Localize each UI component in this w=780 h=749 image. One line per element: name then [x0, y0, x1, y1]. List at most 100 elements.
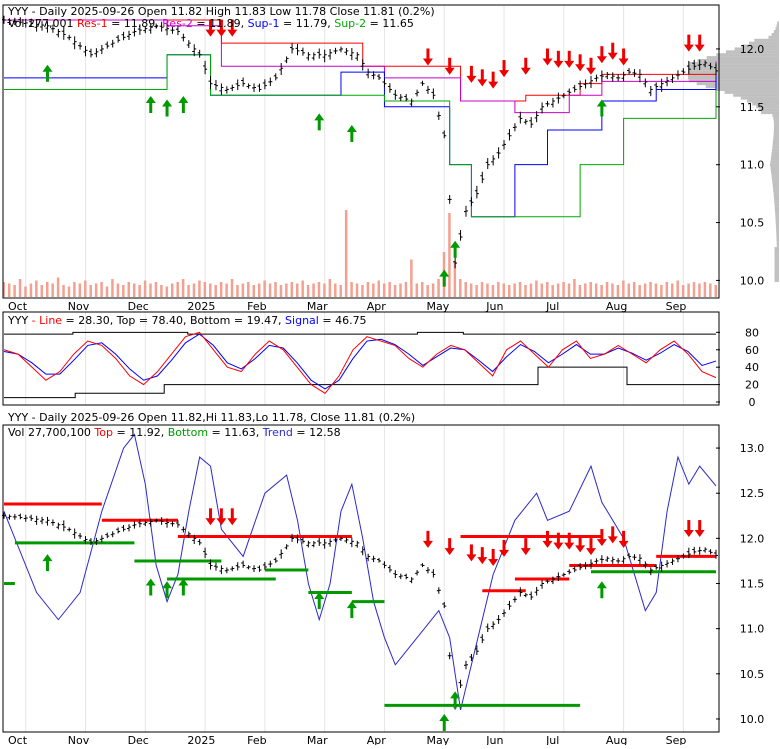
up-arrow — [162, 99, 173, 117]
ohlc-bar — [127, 30, 132, 41]
ohlc-bar — [578, 80, 583, 90]
volume-bar — [681, 285, 685, 297]
stoch-line — [3, 331, 717, 394]
ohlc-bar — [621, 71, 626, 82]
profile-bar — [774, 209, 779, 213]
profile-bar — [776, 24, 779, 28]
profile-bar — [734, 47, 779, 51]
volume-bar — [399, 283, 402, 297]
arrow-head — [607, 52, 618, 60]
ohlc-bar — [208, 559, 213, 570]
arrow-head — [477, 79, 488, 87]
profile-bar — [761, 111, 779, 115]
ohlc-bar — [529, 591, 534, 600]
profile-bar — [756, 105, 779, 109]
ohlc-bar — [588, 75, 593, 88]
ohlc-bar — [605, 72, 610, 80]
ohlc-bar — [12, 17, 17, 26]
ohlc-bar — [349, 537, 354, 548]
profile-bar — [725, 50, 779, 54]
volume-bar — [562, 282, 565, 297]
volume-bar — [67, 286, 71, 297]
ohlc-bar — [583, 562, 588, 570]
volume-bar — [589, 282, 592, 297]
volume-bar — [622, 280, 625, 297]
profile-bar — [688, 70, 779, 74]
y-tick-label: 11.5 — [740, 101, 765, 114]
down-arrow — [477, 69, 488, 87]
month-label: 2025 — [187, 734, 215, 745]
volume-bar — [143, 280, 147, 297]
profile-bar — [774, 258, 779, 262]
ohlc-bar — [306, 540, 311, 548]
y-tick-label: 12.5 — [740, 487, 765, 500]
ohlc-bar — [491, 621, 496, 630]
stoch-signal — [3, 333, 717, 390]
profile-bar — [775, 215, 779, 219]
ohlc-bar — [116, 34, 121, 43]
ohlc-bar — [670, 74, 675, 84]
up-arrow — [439, 713, 450, 731]
ohlc-bar — [404, 573, 409, 580]
ohlc-bar — [18, 17, 23, 25]
volume-bar — [687, 283, 690, 297]
profile-bar — [773, 122, 779, 126]
arrow-head — [542, 58, 553, 66]
header-part: Res-1 — [73, 17, 107, 30]
header-part: = 11.79, — [280, 17, 331, 30]
ohlc-bar — [311, 52, 316, 61]
profile-bar — [774, 197, 779, 201]
profile-bar — [772, 186, 779, 190]
volume-bar — [415, 283, 419, 297]
ohlc-bar — [415, 570, 420, 576]
profile-bar — [724, 90, 779, 94]
arrow-head — [450, 691, 461, 699]
x-axis-top: Oct Nov Dec 2025 Feb Mar Apr May Jun Jul Aug Sep — [8, 300, 686, 313]
profile-bar — [774, 273, 779, 277]
panel-header: YYY - Daily 2025-09-26 Open 11.82 High 1… — [7, 5, 435, 18]
volume-bar — [268, 283, 272, 297]
arrow-head — [205, 29, 216, 37]
month-label: Oct — [8, 300, 28, 313]
volume-bar — [252, 285, 256, 297]
volume-bar — [274, 282, 277, 297]
ohlc-bar — [148, 518, 153, 527]
month-label: Aug — [606, 734, 627, 745]
profile-bar — [768, 35, 779, 39]
profile-bar — [774, 264, 779, 268]
ohlc-bar — [480, 171, 485, 184]
ohlc-bar — [83, 536, 88, 545]
ohlc-bar — [154, 518, 159, 523]
volume-bar — [257, 283, 261, 297]
profile-bar — [740, 96, 779, 100]
ohlc-bar — [545, 578, 550, 584]
ohlc-bar — [556, 572, 561, 581]
ohlc-bar — [675, 70, 680, 80]
ohlc-bar — [708, 62, 713, 70]
panel-bg — [3, 312, 719, 405]
volume-bar — [149, 283, 152, 297]
ohlc-bar — [322, 538, 327, 549]
month-label: Mar — [307, 300, 328, 313]
ohlc-bar — [121, 524, 126, 532]
ohlc-bar — [436, 587, 441, 594]
arrow-head — [444, 548, 455, 556]
volume-bar — [51, 283, 54, 297]
ohlc-bar — [116, 527, 121, 534]
volume-bar — [29, 283, 33, 297]
header-part: Vol 277,001 — [8, 17, 73, 30]
ohlc-bar — [257, 83, 262, 92]
ohlc-bar — [382, 561, 387, 569]
volume-bar — [382, 283, 386, 297]
arrow-head — [178, 96, 189, 104]
profile-bar — [716, 53, 779, 57]
arrow-head — [618, 540, 629, 548]
arrow-head — [162, 581, 173, 589]
arrow-head — [488, 558, 499, 566]
ohlc-bar — [572, 84, 577, 93]
profile-bar — [771, 174, 779, 178]
month-label: Oct — [8, 734, 28, 745]
ohlc-bar — [550, 97, 555, 108]
y-tick-label: 10.0 — [740, 713, 765, 726]
ohlc-bar — [398, 94, 403, 102]
